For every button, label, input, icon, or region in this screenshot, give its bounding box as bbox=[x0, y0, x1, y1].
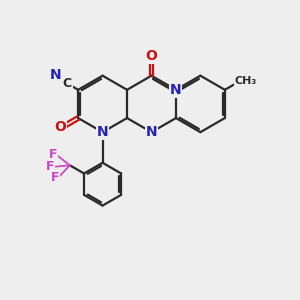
Text: C: C bbox=[63, 77, 72, 90]
Text: F: F bbox=[46, 160, 54, 173]
Text: F: F bbox=[51, 171, 59, 184]
Text: N: N bbox=[170, 83, 182, 97]
Text: N: N bbox=[50, 68, 61, 82]
Text: N: N bbox=[97, 125, 108, 139]
Text: N: N bbox=[146, 125, 157, 139]
Text: O: O bbox=[146, 49, 158, 63]
Text: O: O bbox=[54, 120, 66, 134]
Text: F: F bbox=[49, 148, 57, 161]
Text: CH₃: CH₃ bbox=[235, 76, 257, 86]
